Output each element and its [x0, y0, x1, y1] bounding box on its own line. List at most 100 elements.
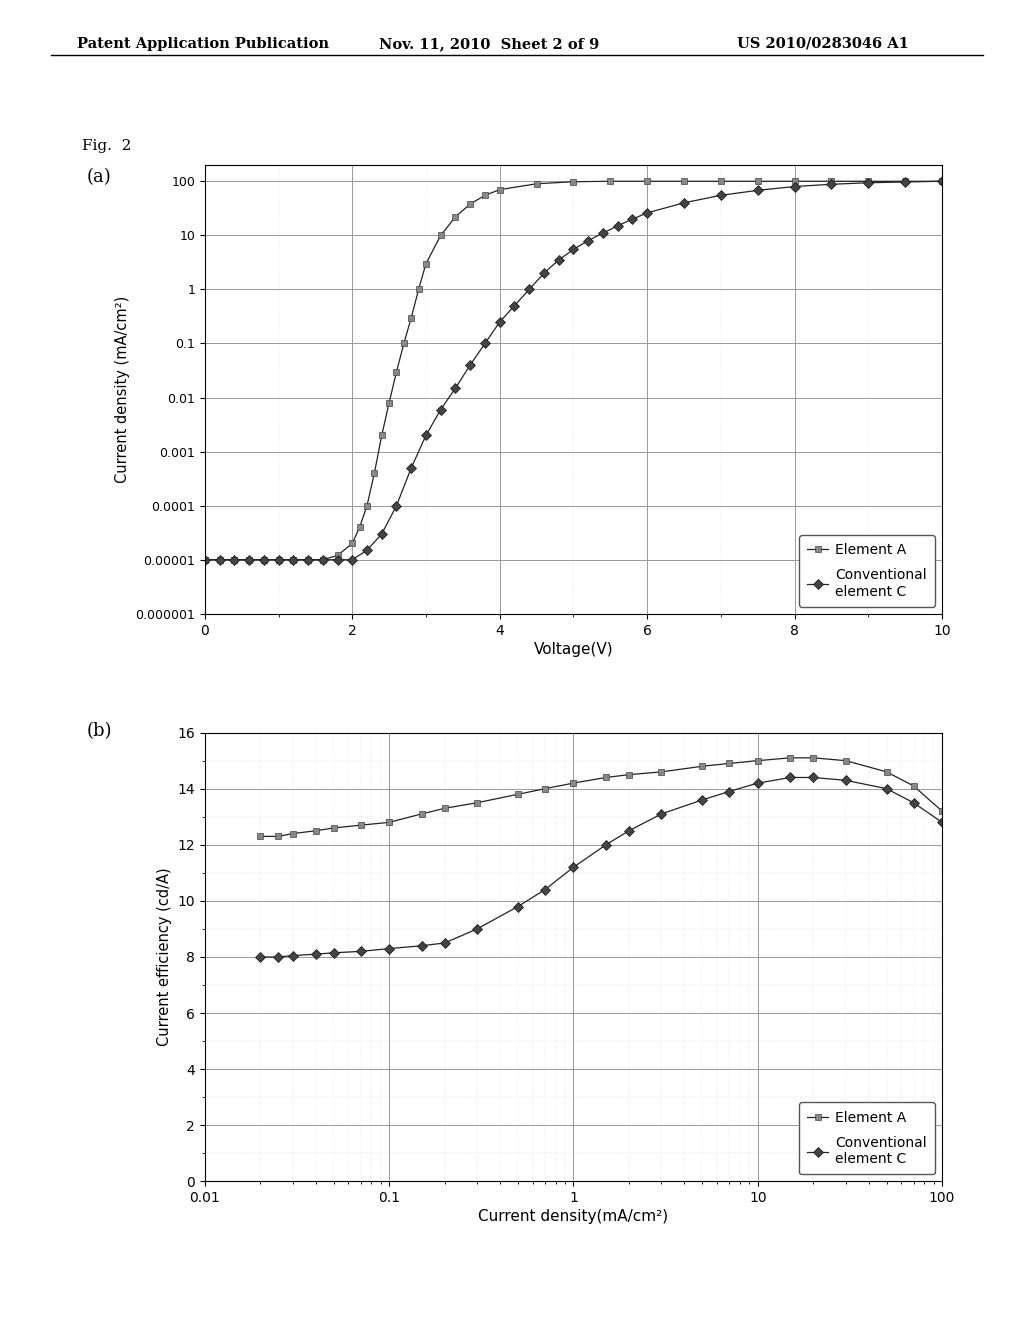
Conventional
element C: [723, 784, 735, 800]
Text: US 2010/0283046 A1: US 2010/0283046 A1: [737, 37, 909, 51]
Conventional
element C: [328, 945, 340, 961]
Element A: [316, 552, 329, 568]
Element A: [881, 764, 893, 780]
Element A: [254, 829, 266, 845]
Conventional
element C: [567, 859, 580, 875]
Conventional
element C: [416, 937, 428, 953]
Conventional
element C: [862, 174, 874, 190]
Conventional
element C: [825, 177, 838, 193]
Conventional
element C: [376, 525, 388, 541]
Conventional
element C: [243, 552, 255, 568]
Element A: [354, 817, 367, 833]
Element A: [258, 552, 270, 568]
Conventional
element C: [354, 944, 367, 960]
Element A: [715, 173, 727, 189]
Element A: [840, 752, 852, 768]
Conventional
element C: [434, 401, 446, 417]
Conventional
element C: [272, 949, 285, 965]
X-axis label: Current density(mA/cm²): Current density(mA/cm²): [478, 1209, 669, 1224]
Legend: Element A, Conventional
element C: Element A, Conventional element C: [799, 1102, 935, 1175]
Line: Element A: Element A: [257, 754, 945, 840]
Element A: [243, 552, 255, 568]
Line: Conventional
element C: Conventional element C: [257, 774, 945, 961]
Conventional
element C: [899, 174, 911, 190]
Element A: [696, 758, 709, 774]
Conventional
element C: [272, 552, 285, 568]
Conventional
element C: [494, 314, 506, 330]
Conventional
element C: [936, 814, 948, 830]
Element A: [907, 777, 920, 793]
Conventional
element C: [678, 195, 690, 211]
Conventional
element C: [696, 792, 709, 808]
Conventional
element C: [512, 899, 524, 915]
Element A: [825, 173, 838, 189]
Conventional
element C: [390, 498, 402, 513]
Element A: [369, 465, 381, 480]
Element A: [420, 256, 432, 272]
Element A: [390, 364, 402, 380]
Text: Fig.  2: Fig. 2: [82, 139, 131, 153]
Conventional
element C: [508, 298, 520, 314]
Conventional
element C: [600, 837, 612, 853]
Legend: Element A, Conventional
element C: Element A, Conventional element C: [799, 535, 935, 607]
Line: Conventional
element C: Conventional element C: [202, 178, 945, 564]
Conventional
element C: [553, 252, 565, 268]
Y-axis label: Current density (mA/cm²): Current density (mA/cm²): [115, 296, 130, 483]
Element A: [413, 281, 425, 297]
Element A: [406, 310, 418, 326]
Element A: [655, 764, 668, 780]
Conventional
element C: [406, 459, 418, 475]
Element A: [353, 519, 366, 535]
Text: (b): (b): [87, 722, 113, 741]
Conventional
element C: [360, 543, 373, 558]
Element A: [530, 176, 543, 191]
Element A: [383, 395, 395, 411]
Conventional
element C: [316, 552, 329, 568]
Conventional
element C: [254, 949, 266, 965]
Conventional
element C: [936, 173, 948, 189]
Conventional
element C: [840, 772, 852, 788]
Conventional
element C: [539, 882, 551, 898]
Element A: [936, 173, 948, 189]
Conventional
element C: [199, 552, 211, 568]
Element A: [376, 428, 388, 444]
Conventional
element C: [788, 178, 801, 194]
Conventional
element C: [655, 807, 668, 822]
Element A: [512, 787, 524, 803]
Element A: [332, 548, 344, 564]
Element A: [438, 800, 451, 816]
Element A: [862, 173, 874, 189]
Element A: [287, 826, 299, 842]
Element A: [309, 822, 322, 838]
Element A: [479, 187, 492, 203]
Element A: [328, 820, 340, 836]
Text: Nov. 11, 2010  Sheet 2 of 9: Nov. 11, 2010 Sheet 2 of 9: [379, 37, 599, 51]
Conventional
element C: [450, 380, 462, 396]
Conventional
element C: [309, 946, 322, 962]
Element A: [807, 750, 819, 766]
Conventional
element C: [715, 187, 727, 203]
Conventional
element C: [213, 552, 225, 568]
Conventional
element C: [907, 795, 920, 810]
Conventional
element C: [641, 205, 653, 220]
Conventional
element C: [567, 242, 580, 257]
Conventional
element C: [807, 770, 819, 785]
Conventional
element C: [784, 770, 797, 785]
Element A: [494, 182, 506, 198]
X-axis label: Voltage(V): Voltage(V): [534, 642, 613, 656]
Element A: [434, 227, 446, 243]
Conventional
element C: [627, 211, 639, 227]
Conventional
element C: [420, 428, 432, 444]
Element A: [936, 803, 948, 818]
Conventional
element C: [597, 226, 609, 242]
Element A: [623, 767, 635, 783]
Element A: [567, 174, 580, 190]
Conventional
element C: [332, 552, 344, 568]
Element A: [788, 173, 801, 189]
Element A: [464, 197, 476, 213]
Element A: [450, 209, 462, 224]
Element A: [346, 536, 358, 552]
Element A: [199, 552, 211, 568]
Conventional
element C: [582, 232, 594, 248]
Element A: [272, 552, 285, 568]
